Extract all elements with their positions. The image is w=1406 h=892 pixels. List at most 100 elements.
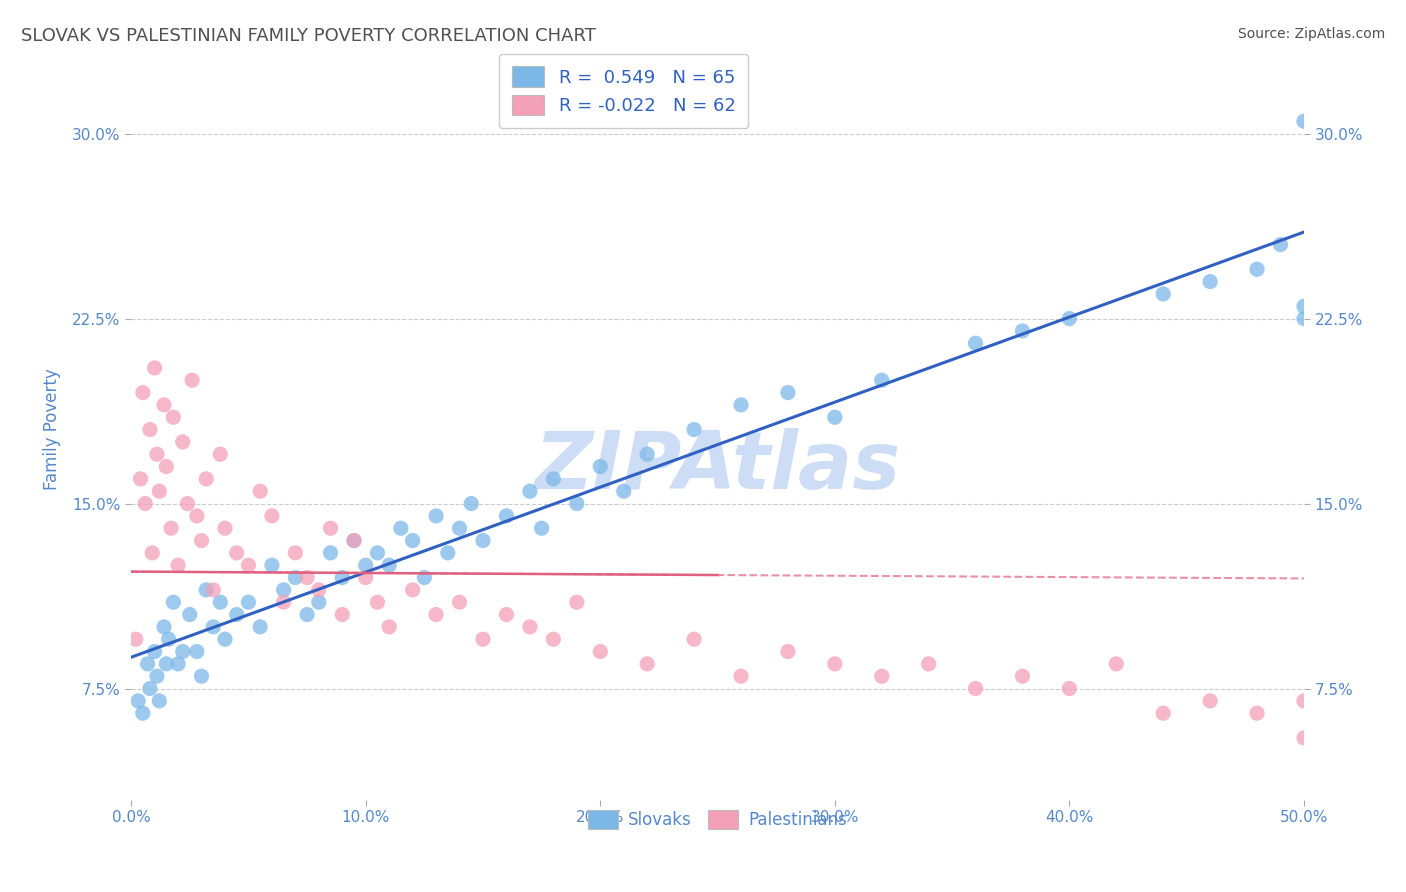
Point: [190, 669, 212, 683]
Point: [186, 508, 208, 523]
Point: [472, 533, 495, 548]
Point: [413, 570, 436, 584]
Point: [354, 558, 377, 573]
Text: SLOVAK VS PALESTINIAN FAMILY POVERTY CORRELATION CHART: SLOVAK VS PALESTINIAN FAMILY POVERTY COR…: [21, 27, 596, 45]
Point: [495, 508, 517, 523]
Point: [683, 423, 706, 437]
Point: [330, 607, 353, 622]
Point: [730, 669, 752, 683]
Point: [209, 595, 232, 609]
Point: [129, 472, 152, 486]
Point: [136, 657, 159, 671]
Point: [425, 607, 447, 622]
Point: [195, 582, 218, 597]
Point: [249, 484, 271, 499]
Point: [273, 582, 295, 597]
Point: [436, 546, 458, 560]
Point: [589, 459, 612, 474]
Point: [1270, 237, 1292, 252]
Point: [343, 533, 366, 548]
Point: [132, 706, 155, 721]
Point: [260, 558, 283, 573]
Point: [186, 644, 208, 658]
Point: [366, 546, 388, 560]
Point: [308, 582, 330, 597]
Point: [225, 546, 247, 560]
Point: [153, 398, 176, 412]
Point: [378, 558, 401, 573]
Point: [148, 484, 170, 499]
Point: [1011, 669, 1033, 683]
Point: [260, 508, 283, 523]
Point: [495, 607, 517, 622]
Point: [146, 669, 169, 683]
Point: [519, 484, 541, 499]
Point: [143, 360, 166, 375]
Point: [214, 632, 236, 647]
Point: [589, 644, 612, 658]
Point: [202, 620, 225, 634]
Point: [425, 508, 447, 523]
Point: [870, 373, 893, 387]
Point: [354, 570, 377, 584]
Point: [1059, 681, 1081, 696]
Point: [401, 582, 423, 597]
Point: [565, 497, 588, 511]
Point: [202, 582, 225, 597]
Point: [181, 373, 204, 387]
Point: [824, 410, 846, 425]
Point: [141, 546, 163, 560]
Point: [172, 644, 194, 658]
Point: [155, 657, 177, 671]
Point: [565, 595, 588, 609]
Point: [1152, 706, 1174, 721]
Point: [179, 607, 201, 622]
Point: [319, 521, 342, 535]
Point: [127, 694, 149, 708]
Point: [530, 521, 553, 535]
Y-axis label: Family Poverty: Family Poverty: [44, 368, 60, 491]
Point: [295, 570, 318, 584]
Point: [190, 533, 212, 548]
Point: [776, 385, 799, 400]
Point: [366, 595, 388, 609]
Point: [389, 521, 412, 535]
Point: [295, 607, 318, 622]
Point: [472, 632, 495, 647]
Point: [460, 497, 482, 511]
Point: [613, 484, 636, 499]
Point: [965, 681, 987, 696]
Point: [824, 657, 846, 671]
Point: [870, 669, 893, 683]
Point: [1011, 324, 1033, 338]
Legend: Slovaks, Palestinians: Slovaks, Palestinians: [581, 803, 853, 836]
Point: [157, 632, 180, 647]
Point: [636, 657, 658, 671]
Point: [209, 447, 232, 461]
Point: [1292, 114, 1315, 128]
Point: [1246, 262, 1268, 277]
Point: [225, 607, 247, 622]
Point: [1059, 311, 1081, 326]
Point: [125, 632, 148, 647]
Point: [155, 459, 177, 474]
Point: [1292, 299, 1315, 313]
Point: [143, 644, 166, 658]
Point: [273, 595, 295, 609]
Point: [249, 620, 271, 634]
Point: [132, 385, 155, 400]
Point: [1292, 731, 1315, 745]
Point: [139, 681, 162, 696]
Point: [176, 497, 198, 511]
Point: [308, 595, 330, 609]
Text: ZIPAtlas: ZIPAtlas: [534, 427, 901, 506]
Point: [139, 423, 162, 437]
Point: [134, 497, 156, 511]
Point: [378, 620, 401, 634]
Text: Source: ZipAtlas.com: Source: ZipAtlas.com: [1237, 27, 1385, 41]
Point: [1199, 694, 1222, 708]
Point: [330, 570, 353, 584]
Point: [543, 472, 565, 486]
Point: [1199, 275, 1222, 289]
Point: [449, 521, 471, 535]
